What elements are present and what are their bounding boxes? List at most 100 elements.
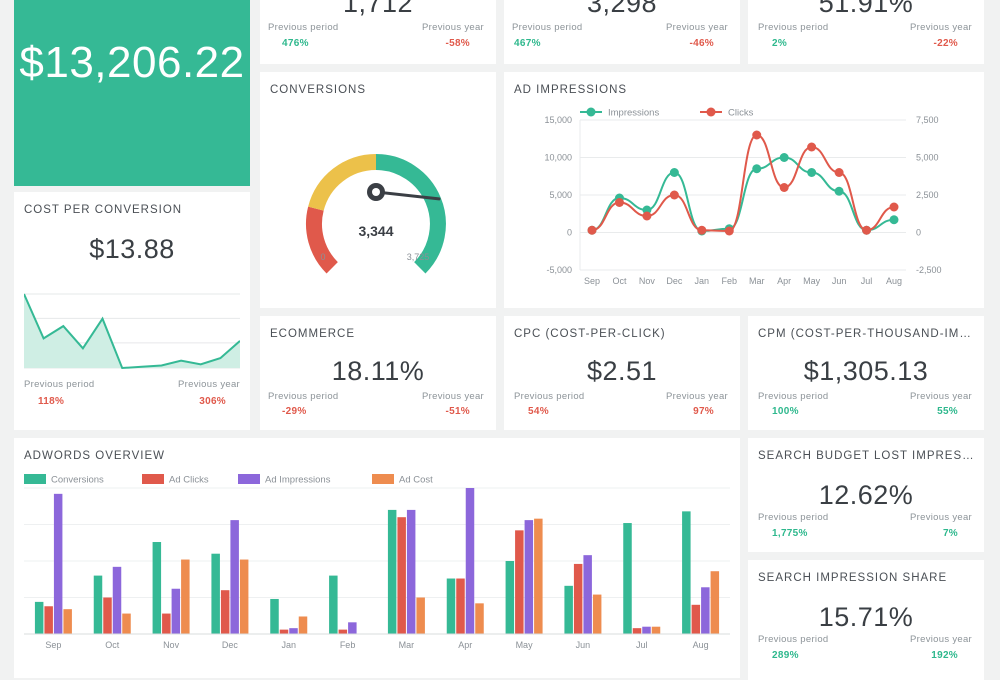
bar-conversions <box>93 575 103 634</box>
card-title: SEARCH IMPRESSION SHARE <box>758 572 948 584</box>
data-point-clicks <box>862 225 872 235</box>
legend-swatch-conversions <box>24 474 46 484</box>
bar-ad-cost <box>416 597 425 634</box>
bar-ad-impressions <box>583 555 592 634</box>
top-metric-card-2: 3,298 Previous period Previous year 467%… <box>504 0 740 64</box>
legend-label-conversions: Conversions <box>51 475 104 486</box>
top-metric-card-3: 51.91% Previous period Previous year 2% … <box>748 0 984 64</box>
x-axis-tick-label: Jun <box>832 276 847 286</box>
previous-period-label: Previous period <box>758 391 829 402</box>
bar-conversions <box>387 509 397 634</box>
ecommerce-value: 18.11% <box>331 356 425 386</box>
sparkline-area <box>24 294 240 368</box>
x-axis-tick-label: Feb <box>340 640 356 650</box>
bar-ad-impressions <box>171 588 181 634</box>
previous-period-label: Previous period <box>268 22 339 33</box>
previous-period-label: Previous period <box>268 391 339 402</box>
gauge-segment-low <box>306 206 339 274</box>
legend-swatch-ad-clicks <box>142 474 164 484</box>
bar-ad-impressions <box>701 587 710 634</box>
gauge-needle <box>374 190 441 201</box>
previous-period-value: 118% <box>38 396 65 407</box>
data-point-clicks <box>642 211 652 221</box>
metric-value: 3,298 <box>586 0 658 18</box>
cpm-value: $1,305.13 <box>803 356 929 386</box>
previous-period-label: Previous period <box>512 22 583 33</box>
x-axis-tick-label: Jan <box>281 640 296 650</box>
data-point-clicks <box>614 198 624 207</box>
legend-marker-impressions <box>586 107 596 117</box>
conversions-gauge: 3,344 0 3,725 <box>306 153 446 274</box>
bar-ad-cost <box>592 594 602 634</box>
previous-year-label: Previous year <box>422 22 484 33</box>
bar-ad-impressions <box>642 626 651 634</box>
metric-value: 51.91% <box>818 0 914 18</box>
x-axis-tick-label: Oct <box>105 640 120 650</box>
bar-ad-cost <box>534 518 543 634</box>
bar-conversions <box>505 561 515 634</box>
bar-ad-clicks <box>515 530 524 634</box>
right-axis-tick-label: 0 <box>916 228 921 238</box>
bar-ad-impressions <box>348 622 357 634</box>
data-point-clicks <box>697 225 707 235</box>
x-axis-tick-label: Nov <box>639 276 656 286</box>
x-axis-tick-label: Aug <box>693 640 709 650</box>
previous-year-label: Previous year <box>910 634 972 645</box>
x-axis-tick-label: Aug <box>886 276 902 286</box>
previous-period-label: Previous period <box>24 379 95 390</box>
left-axis-tick-label: 15,000 <box>544 115 572 125</box>
search-budget-lost-card: SEARCH BUDGET LOST IMPRESSI... 12.62% Pr… <box>748 438 984 552</box>
sparkline-line <box>24 293 240 370</box>
previous-period-label: Previous period <box>758 512 829 523</box>
x-axis-tick-label: Jan <box>695 276 710 286</box>
search-impression-share-card: SEARCH IMPRESSION SHARE 15.71% Previous … <box>748 560 984 680</box>
legend-swatch-ad-impressions <box>238 474 260 484</box>
bar-ad-clicks <box>691 604 701 634</box>
bar-ad-clicks <box>279 629 289 634</box>
previous-year-value: 306% <box>199 396 226 407</box>
ad-impressions-chart: 15,000 10,000 5,000 0 -5,000 7,500 5,000 2,500 0… <box>544 107 942 286</box>
bar-ad-impressions <box>53 493 63 634</box>
x-axis-tick-label: May <box>803 276 821 286</box>
bar-ad-impressions <box>524 520 534 634</box>
left-axis-tick-label: 0 <box>567 228 572 238</box>
bar-ad-cost <box>63 609 72 634</box>
bar-ad-impressions <box>230 520 239 634</box>
legend-marker-clicks <box>706 107 716 117</box>
card-title: CPC (COST-PER-CLICK) <box>514 328 666 340</box>
bar-conversions <box>270 598 279 634</box>
bar-ad-cost <box>181 559 190 634</box>
previous-period-value: 467% <box>514 38 541 49</box>
previous-period-label: Previous period <box>758 634 829 645</box>
series-line-impressions <box>591 156 895 233</box>
cpc-value: $2.51 <box>586 356 658 386</box>
card-title: CONVERSIONS <box>270 84 366 96</box>
previous-year-label: Previous year <box>910 512 972 523</box>
bar-conversions <box>564 585 573 634</box>
data-point-impressions <box>779 153 789 162</box>
gauge-segment-high <box>375 154 446 274</box>
bar-ad-cost <box>122 613 131 634</box>
bar-ad-clicks <box>44 606 53 634</box>
right-axis-tick-label: -2,500 <box>916 265 942 275</box>
previous-year-value: -22% <box>933 38 958 49</box>
gauge-max-label: 3,725 <box>407 252 430 262</box>
legend-label-ad-impressions: Ad Impressions <box>265 475 331 486</box>
conversions-card: CONVERSIONS 3,344 0 3,725 <box>260 72 496 308</box>
card-title: AD IMPRESSIONS <box>514 84 628 96</box>
cpc-card: CPC (COST-PER-CLICK) $2.51 Previous peri… <box>504 316 740 430</box>
ecommerce-card: ECOMMERCE 18.11% Previous period Previou… <box>260 316 496 430</box>
bar-conversions <box>152 542 162 634</box>
left-axis-tick-label: 5,000 <box>549 190 572 200</box>
cost-per-conversion-card: COST PER CONVERSION $13.88 Previous peri… <box>14 192 250 430</box>
x-axis-tick-label: Dec <box>222 640 239 650</box>
data-point-clicks <box>724 226 734 236</box>
bar-ad-impressions <box>112 566 122 634</box>
previous-year-label: Previous year <box>666 391 728 402</box>
legend-label-clicks: Clicks <box>728 108 754 119</box>
data-point-clicks <box>587 225 597 235</box>
data-point-clicks <box>807 142 817 152</box>
bar-ad-clicks <box>220 590 230 634</box>
bar-ad-clicks <box>632 628 642 634</box>
adwords-overview-chart: Conversions Ad Clicks Ad Impressions Ad Cos… <box>24 474 730 650</box>
